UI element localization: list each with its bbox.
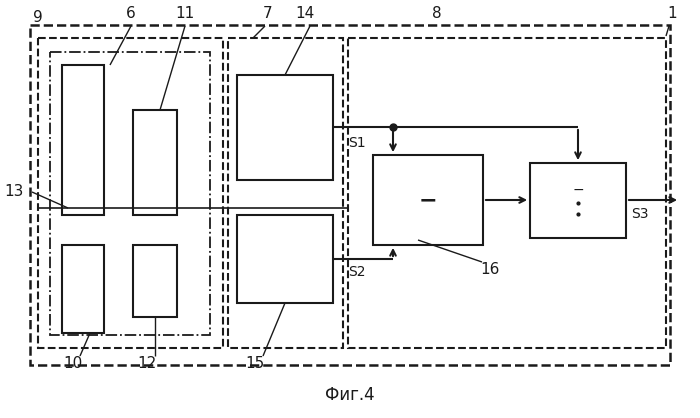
Text: −: − [419, 190, 438, 210]
Text: 10: 10 [64, 357, 83, 372]
Text: 11: 11 [176, 7, 195, 21]
Text: 9: 9 [33, 10, 43, 25]
Bar [348, 38, 666, 348]
Bar [133, 245, 177, 317]
Bar [62, 65, 104, 215]
Bar [530, 163, 626, 238]
Text: Фиг.4: Фиг.4 [326, 386, 374, 404]
Text: 14: 14 [295, 7, 314, 21]
Text: 16: 16 [480, 263, 500, 278]
Text: S1: S1 [348, 136, 366, 150]
Text: −: − [572, 183, 584, 197]
Text: 12: 12 [137, 357, 157, 372]
Bar [237, 215, 333, 303]
Bar [237, 75, 333, 180]
Bar [133, 110, 177, 215]
Text: 1: 1 [667, 7, 677, 21]
Text: 13: 13 [4, 184, 24, 199]
Text: 15: 15 [246, 357, 265, 372]
Bar [373, 155, 483, 245]
Bar [62, 245, 104, 333]
Bar [228, 38, 343, 348]
Text: 6: 6 [126, 7, 136, 21]
Text: 8: 8 [432, 7, 442, 21]
Text: 7: 7 [263, 7, 273, 21]
Text: S2: S2 [349, 265, 365, 279]
Bar [30, 25, 670, 365]
Bar [50, 52, 210, 335]
Text: S3: S3 [631, 207, 649, 221]
Bar [38, 38, 223, 348]
